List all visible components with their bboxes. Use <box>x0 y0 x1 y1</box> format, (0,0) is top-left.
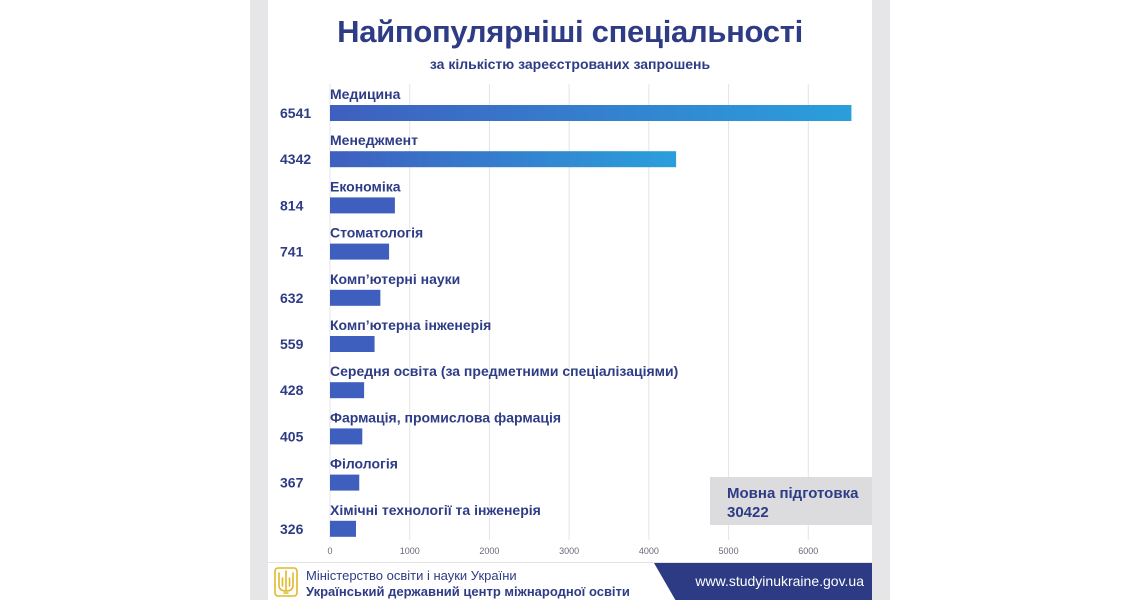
language-training-value: 30422 <box>727 504 769 521</box>
x-tick-label: 0 <box>327 546 332 556</box>
bar <box>330 289 381 306</box>
x-tick-label: 2000 <box>479 546 499 556</box>
language-training-label: Мовна підготовка <box>727 485 859 502</box>
value-label: 6541 <box>280 105 311 121</box>
footer: Міністерство освіти і науки України Укра… <box>268 562 872 600</box>
chart-subtitle: за кількістю зареєстрованих запрошень <box>429 56 711 72</box>
value-label: 559 <box>280 336 304 352</box>
value-label: 367 <box>280 475 304 491</box>
category-label: Середня освіта (за предметними спеціаліз… <box>330 363 678 379</box>
x-tick-label: 1000 <box>400 546 420 556</box>
website-link[interactable]: www.studyinukraine.gov.ua <box>695 573 864 589</box>
frame-left-border <box>250 0 268 600</box>
chart-title: Найпопулярніші спеціальності <box>337 14 803 49</box>
ministry-name: Міністерство освіти і науки України <box>306 568 517 583</box>
chart-bars: Медицина 6541 Менеджмент 4342 Економіка 814 Ст… <box>280 86 852 537</box>
x-tick-label: 3000 <box>559 546 579 556</box>
x-tick-label: 6000 <box>798 546 818 556</box>
value-label: 428 <box>280 382 304 398</box>
center-name: Український державний центр міжнародної … <box>306 584 630 599</box>
language-training-box: Мовна підготовка 30422 <box>710 477 872 525</box>
category-label: Філологія <box>330 456 398 472</box>
frame-right-border <box>872 0 890 600</box>
bar <box>330 428 363 445</box>
bar <box>330 243 390 260</box>
bar <box>330 336 375 352</box>
x-tick-label: 4000 <box>639 546 659 556</box>
bar <box>330 520 356 537</box>
value-label: 405 <box>280 428 304 444</box>
trident-icon <box>274 567 298 597</box>
value-label: 326 <box>280 521 304 537</box>
value-label: 814 <box>280 197 304 213</box>
value-label: 741 <box>280 244 304 260</box>
category-label: Стоматологія <box>330 225 423 241</box>
bar <box>330 382 365 399</box>
x-tick-label: 5000 <box>719 546 739 556</box>
bar <box>330 105 852 121</box>
x-axis-ticks: 0 1000 2000 3000 4000 5000 6000 <box>327 546 818 556</box>
category-label: Менеджмент <box>330 132 418 148</box>
category-label: Економіка <box>330 178 401 194</box>
value-label: 4342 <box>280 151 311 167</box>
bar <box>330 474 360 491</box>
bar <box>330 197 395 214</box>
bar <box>330 151 677 168</box>
category-label: Хімічні технології та інженерія <box>330 502 541 518</box>
bar-chart: Медицина 6541 Менеджмент 4342 Економіка 814 Ст… <box>280 84 852 556</box>
category-label: Комп’ютерні науки <box>330 271 460 287</box>
value-label: 632 <box>280 290 304 306</box>
category-label: Медицина <box>330 86 401 102</box>
infographic-card: Найпопулярніші спеціальності за кількіст… <box>268 0 872 600</box>
category-label: Фармація, промислова фармація <box>330 409 561 425</box>
footer-url-band <box>654 563 872 600</box>
category-label: Комп’ютерна інженерія <box>330 317 491 333</box>
